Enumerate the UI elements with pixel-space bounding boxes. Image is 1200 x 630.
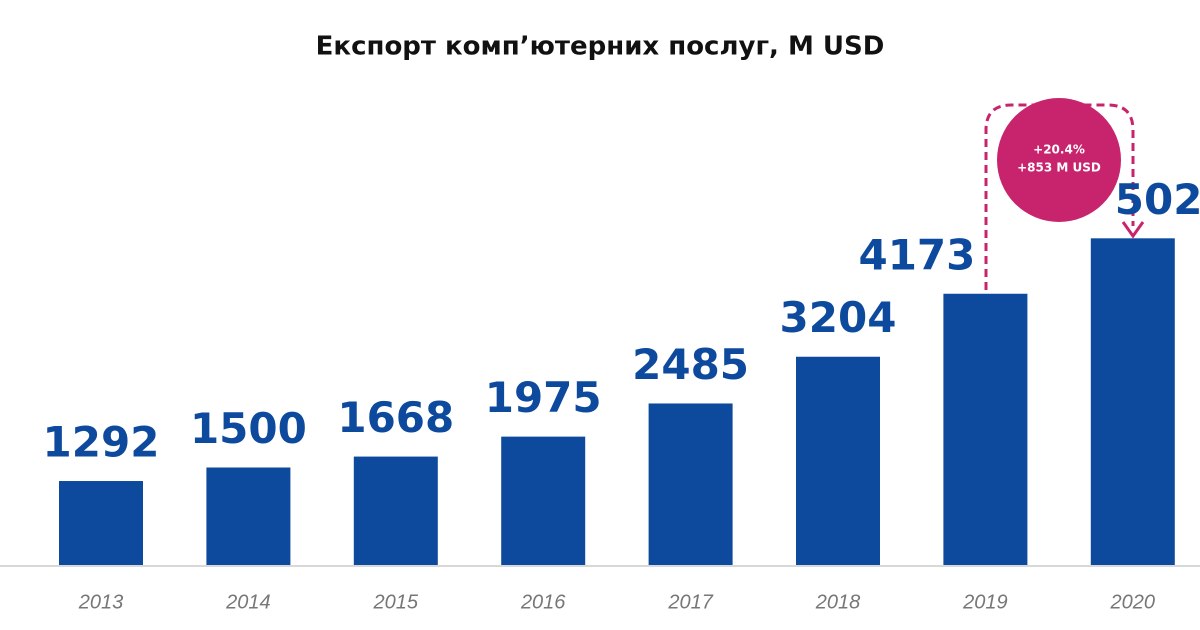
bar bbox=[501, 436, 586, 565]
value-label: 4173 bbox=[858, 230, 975, 279]
x-tick-label: 2015 bbox=[373, 591, 419, 613]
growth-annotation: +20.4% +853 M USD bbox=[984, 98, 1145, 290]
value-label: 2485 bbox=[632, 340, 749, 389]
bar bbox=[648, 403, 733, 565]
value-label: 1975 bbox=[485, 373, 602, 422]
bar bbox=[206, 467, 291, 565]
bar bbox=[1090, 238, 1175, 565]
x-tick-label: 2014 bbox=[225, 591, 271, 613]
value-label: 1292 bbox=[43, 418, 160, 467]
growth-percent: +20.4% bbox=[1033, 143, 1085, 157]
value-label: 5026 bbox=[1115, 175, 1200, 224]
value-label: 3204 bbox=[780, 293, 897, 342]
x-tick-label: 2020 bbox=[1110, 591, 1156, 613]
x-tick-label: 2016 bbox=[520, 591, 566, 613]
x-tick-label: 2017 bbox=[667, 591, 713, 613]
growth-amount: +853 M USD bbox=[1017, 161, 1101, 175]
chart-title: Експорт комп’ютерних послуг, М USD bbox=[316, 32, 885, 62]
x-tick-label: 2019 bbox=[962, 591, 1008, 613]
value-label: 1500 bbox=[190, 404, 307, 453]
value-label: 1668 bbox=[337, 393, 454, 442]
growth-badge bbox=[997, 98, 1121, 222]
arrow-head bbox=[1121, 221, 1145, 239]
x-tick-label: 2018 bbox=[815, 591, 861, 613]
bar bbox=[943, 293, 1028, 565]
bar bbox=[796, 356, 880, 565]
bar bbox=[353, 456, 438, 565]
bar bbox=[59, 481, 143, 565]
x-tick-label: 2013 bbox=[78, 591, 124, 613]
